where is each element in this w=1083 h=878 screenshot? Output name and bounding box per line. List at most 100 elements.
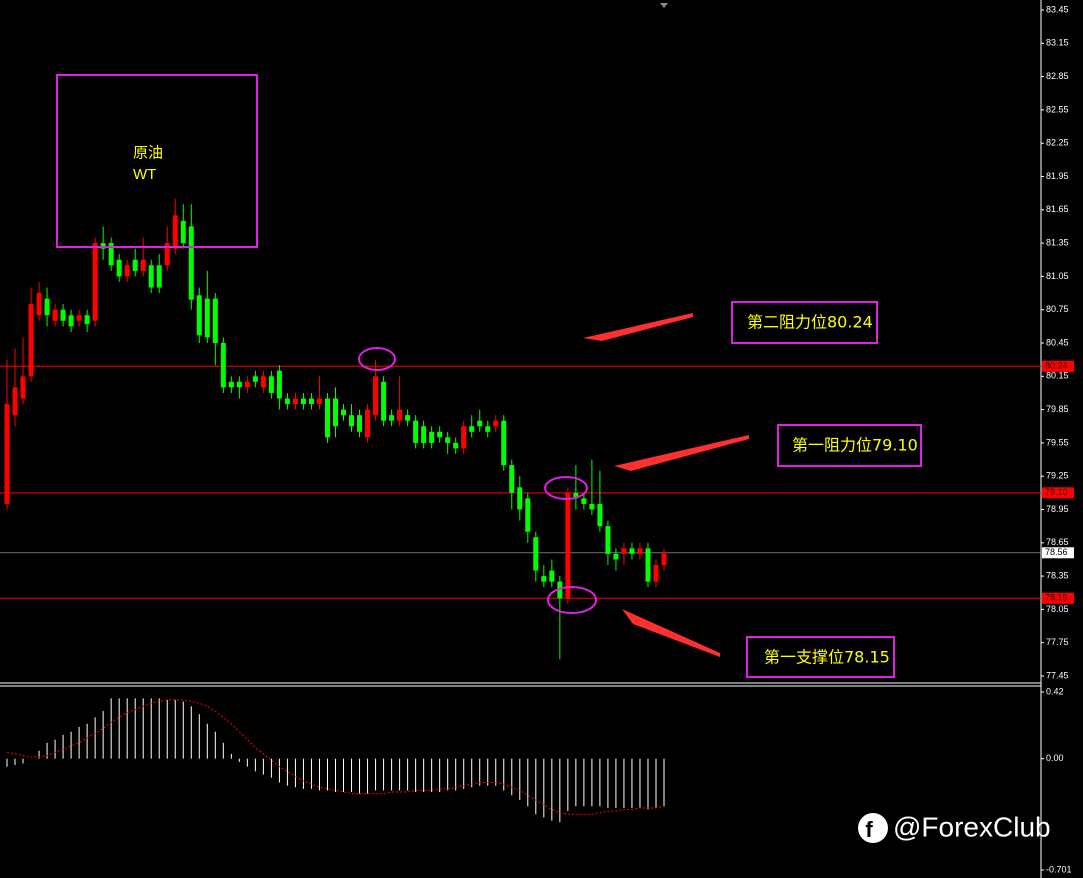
candle-body xyxy=(180,220,186,244)
y-tick-label: 83.45 xyxy=(1046,4,1069,14)
y-tick-label: 81.65 xyxy=(1046,204,1069,214)
candle-body xyxy=(557,581,563,599)
candle-body xyxy=(212,298,218,343)
candle-body xyxy=(292,398,298,405)
candle-body xyxy=(437,431,443,438)
level-label: 80.24 xyxy=(1045,361,1068,371)
candle-body xyxy=(316,398,322,405)
arrow xyxy=(614,435,749,471)
candle-body xyxy=(389,415,395,421)
candle-body xyxy=(645,548,651,582)
candle-body xyxy=(397,409,403,421)
indicator-y-tick-label: 0.42 xyxy=(1046,686,1064,696)
annotation-box xyxy=(731,301,878,344)
candle-body xyxy=(276,370,282,399)
candle-body xyxy=(445,437,451,443)
candle-body xyxy=(605,526,611,554)
candle-body xyxy=(549,570,555,582)
candle-body xyxy=(413,420,419,443)
y-tick-label: 83.15 xyxy=(1046,38,1069,48)
y-tick-label: 78.95 xyxy=(1046,504,1069,514)
candle-body xyxy=(252,376,258,382)
y-tick-label: 79.25 xyxy=(1046,471,1069,481)
y-tick-label: 82.25 xyxy=(1046,138,1069,148)
y-tick-label: 82.55 xyxy=(1046,104,1069,114)
candle-body xyxy=(365,409,371,438)
candle-body xyxy=(260,376,266,388)
highlight-ellipse xyxy=(547,586,597,614)
candle-body xyxy=(308,398,314,405)
highlight-ellipse xyxy=(358,347,396,371)
candle-body xyxy=(493,420,499,427)
candle-body xyxy=(92,243,98,321)
level-label: 79.10 xyxy=(1045,487,1068,497)
candle-body xyxy=(76,315,82,321)
candle-body xyxy=(637,548,643,554)
candle-body xyxy=(4,404,10,504)
arrow xyxy=(622,609,720,657)
watermark-icon-glyph: f xyxy=(865,817,873,842)
candle-body xyxy=(381,381,387,421)
y-tick-label: 82.85 xyxy=(1046,71,1069,81)
candle-body xyxy=(68,315,74,327)
annotation: 第一阻力位79.10 xyxy=(792,436,918,455)
candle-body xyxy=(533,537,539,571)
candle-body xyxy=(429,431,435,443)
candle-body xyxy=(349,415,355,427)
candle-body xyxy=(509,465,515,493)
candle-body xyxy=(116,259,122,277)
candle-body xyxy=(28,304,34,377)
candle-body xyxy=(60,309,66,321)
candle-body xyxy=(461,426,467,449)
candle-body xyxy=(541,576,547,582)
candle-body xyxy=(597,503,603,527)
level-label-box xyxy=(1042,592,1074,604)
annotation: 第二阻力位80.24 xyxy=(747,313,873,332)
candle-body xyxy=(12,387,18,416)
y-tick-label: 79.85 xyxy=(1046,404,1069,414)
last-price-label: 78.56 xyxy=(1045,547,1068,557)
watermark-icon xyxy=(858,813,888,843)
y-tick-label: 81.35 xyxy=(1046,237,1069,247)
candle-body xyxy=(108,243,114,266)
candle-body xyxy=(84,315,90,325)
candle-body xyxy=(284,398,290,405)
candle-body xyxy=(621,548,627,554)
candle-body xyxy=(357,415,363,432)
candle-body xyxy=(220,343,226,388)
candle-body xyxy=(140,259,146,271)
candle-body xyxy=(525,498,531,532)
candle-body xyxy=(485,426,491,432)
annotation-box xyxy=(746,636,895,678)
candle-body xyxy=(405,415,411,421)
y-tick-label: 80.75 xyxy=(1046,304,1069,314)
candle-body xyxy=(629,548,635,554)
candle-body xyxy=(188,226,194,300)
candle-body xyxy=(565,492,571,599)
candle-body xyxy=(228,381,234,388)
watermark: @ForexClub xyxy=(893,811,1051,842)
candle-body xyxy=(244,381,250,388)
candle-body xyxy=(44,298,50,316)
candle-body xyxy=(268,376,274,393)
candle-body xyxy=(581,498,587,504)
title-box xyxy=(56,74,258,248)
y-tick-label: 79.55 xyxy=(1046,437,1069,447)
chart-title: 原油 xyxy=(133,144,163,162)
candle-body xyxy=(421,426,427,443)
candle-body xyxy=(341,409,347,416)
candle-body xyxy=(148,265,154,288)
candle-body xyxy=(20,376,26,399)
y-tick-label: 78.35 xyxy=(1046,570,1069,580)
candle-body xyxy=(469,426,475,432)
candle-body xyxy=(333,398,338,427)
candle-body xyxy=(204,298,210,338)
level-label-box xyxy=(1042,487,1074,499)
candle-body xyxy=(661,552,667,565)
candle-body xyxy=(501,420,507,466)
candle-body xyxy=(236,381,242,388)
y-tick-label: 77.45 xyxy=(1046,670,1069,680)
y-tick-label: 77.75 xyxy=(1046,637,1069,647)
